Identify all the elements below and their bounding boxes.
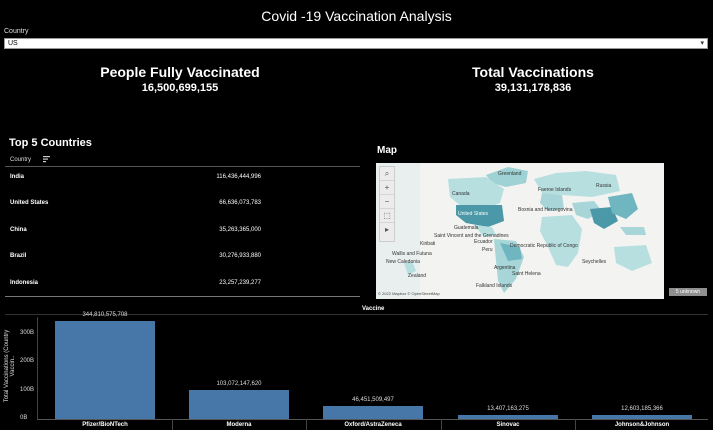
- map-label: Faeroe Islands: [538, 187, 572, 193]
- top5-row-country: Indonesia: [10, 280, 39, 286]
- search-icon[interactable]: ⌕: [380, 167, 394, 181]
- zoom-in-icon[interactable]: +: [380, 181, 394, 195]
- map-label: Saint Helena: [512, 271, 541, 277]
- map-label: Russia: [596, 183, 612, 189]
- map-toolbar: ⌕ + − ⬚ ▸: [379, 166, 395, 242]
- bar-value-label: 344,810,575,708: [82, 312, 128, 319]
- x-tick-label: Johnson&Johnson: [614, 422, 670, 428]
- country-filter-label: Country: [4, 28, 29, 35]
- country-filter-value: US: [8, 40, 18, 47]
- y-tick-label: 300B: [20, 330, 35, 336]
- map-label: Ecuador: [474, 239, 493, 245]
- select-icon[interactable]: ⬚: [380, 209, 394, 223]
- kpi-people-fully-vaccinated-title: People Fully Vaccinated: [100, 64, 260, 80]
- map-label: United States: [458, 211, 489, 217]
- bar[interactable]: [458, 415, 558, 419]
- x-axis-divider: [172, 419, 173, 430]
- chart-x-axis: [38, 419, 708, 420]
- world-map[interactable]: Greenland Faeroe Islands Russia Canada U…: [376, 163, 664, 299]
- chevron-down-icon: ▾: [700, 40, 704, 47]
- bar[interactable]: [592, 415, 692, 419]
- map-label: Greenland: [498, 171, 522, 177]
- divider: [5, 314, 708, 315]
- top5-row-value: 35,263,365,000: [219, 227, 261, 233]
- kpi-total-vaccinations-value: 39,131,178,836: [494, 82, 572, 94]
- x-tick-label: Moderna: [226, 422, 252, 428]
- map-margin: [664, 163, 713, 299]
- bar-value-label: 13,407,163,275: [487, 406, 529, 413]
- bar[interactable]: [323, 405, 423, 419]
- y-tick-label: 0B: [20, 415, 28, 421]
- bar-value-label: 103,072,147,620: [216, 380, 262, 387]
- map-label: Bosnia and Herzegovina: [518, 207, 573, 213]
- sort-icon[interactable]: [43, 155, 50, 163]
- top5-row-country: China: [10, 227, 27, 233]
- top5-title: Top 5 Countries: [9, 137, 92, 149]
- map-attribution[interactable]: © 2022 Mapbox © OpenStreetMap: [378, 291, 440, 296]
- country-filter-dropdown[interactable]: US ▾: [4, 38, 708, 49]
- top5-row-value: 23,257,239,277: [219, 280, 261, 286]
- x-axis-divider: [306, 419, 307, 430]
- bar[interactable]: [55, 321, 155, 419]
- map-label: Saint Vincent and the Grenadines: [434, 233, 509, 239]
- unknown-badge[interactable]: 5 unknown: [669, 288, 707, 296]
- chart-y-axis: [37, 317, 38, 420]
- map-title: Map: [377, 145, 397, 156]
- map-label: Argentina: [494, 265, 516, 271]
- top5-row-value: 30,276,933,880: [219, 253, 261, 259]
- kpi-total-vaccinations-title: Total Vaccinations: [472, 64, 594, 80]
- zoom-out-icon[interactable]: −: [380, 195, 394, 209]
- x-tick-label: Oxford/AstraZeneca: [344, 422, 402, 428]
- top5-row-value: 66,636,073,783: [219, 200, 261, 206]
- x-tick-label: Sinovac: [496, 422, 520, 428]
- y-tick-label: 200B: [20, 358, 35, 365]
- top5-row-country: Brazil: [10, 253, 27, 259]
- map-label: Kiribati: [420, 241, 435, 247]
- map-label: Peru: [482, 247, 493, 253]
- bar[interactable]: [189, 389, 289, 419]
- map-label: Guatemala: [454, 225, 479, 231]
- chart-y-axis-label: Total Vaccinations (Country Vaccin..: [4, 329, 16, 403]
- top5-row-value: 116,436,444,996: [216, 174, 261, 180]
- x-tick-label: Pfizer/BioNTech: [82, 422, 128, 428]
- y-tick-label: 100B: [20, 386, 35, 393]
- dashboard-title: Covid -19 Vaccination Analysis: [261, 8, 452, 24]
- chart-header-vaccine: Vaccine: [362, 306, 385, 312]
- x-axis-divider: [441, 419, 442, 430]
- play-icon[interactable]: ▸: [384, 225, 389, 234]
- x-axis-divider: [575, 419, 576, 430]
- top5-row-country: India: [10, 174, 25, 180]
- divider: [5, 166, 360, 167]
- map-label: Wallis and Futuna: [392, 251, 432, 257]
- map-label: Canada: [452, 191, 470, 197]
- kpi-people-fully-vaccinated-value: 16,500,699,155: [141, 82, 219, 94]
- map-label: Zealand: [408, 273, 426, 279]
- map-label: Falkland Islands: [476, 283, 513, 289]
- top5-column-header[interactable]: Country: [10, 157, 32, 163]
- bar-value-label: 12,603,185,366: [621, 406, 663, 413]
- map-label: New Caledonia: [386, 259, 420, 265]
- top5-row-country: United States: [10, 200, 49, 206]
- map-label: Seychelles: [582, 259, 607, 265]
- divider: [5, 296, 360, 297]
- bar-value-label: 46,451,509,497: [352, 396, 394, 403]
- map-canvas[interactable]: Greenland Faeroe Islands Russia Canada U…: [376, 163, 664, 299]
- map-label: Democratic Republic of Congo: [510, 243, 578, 249]
